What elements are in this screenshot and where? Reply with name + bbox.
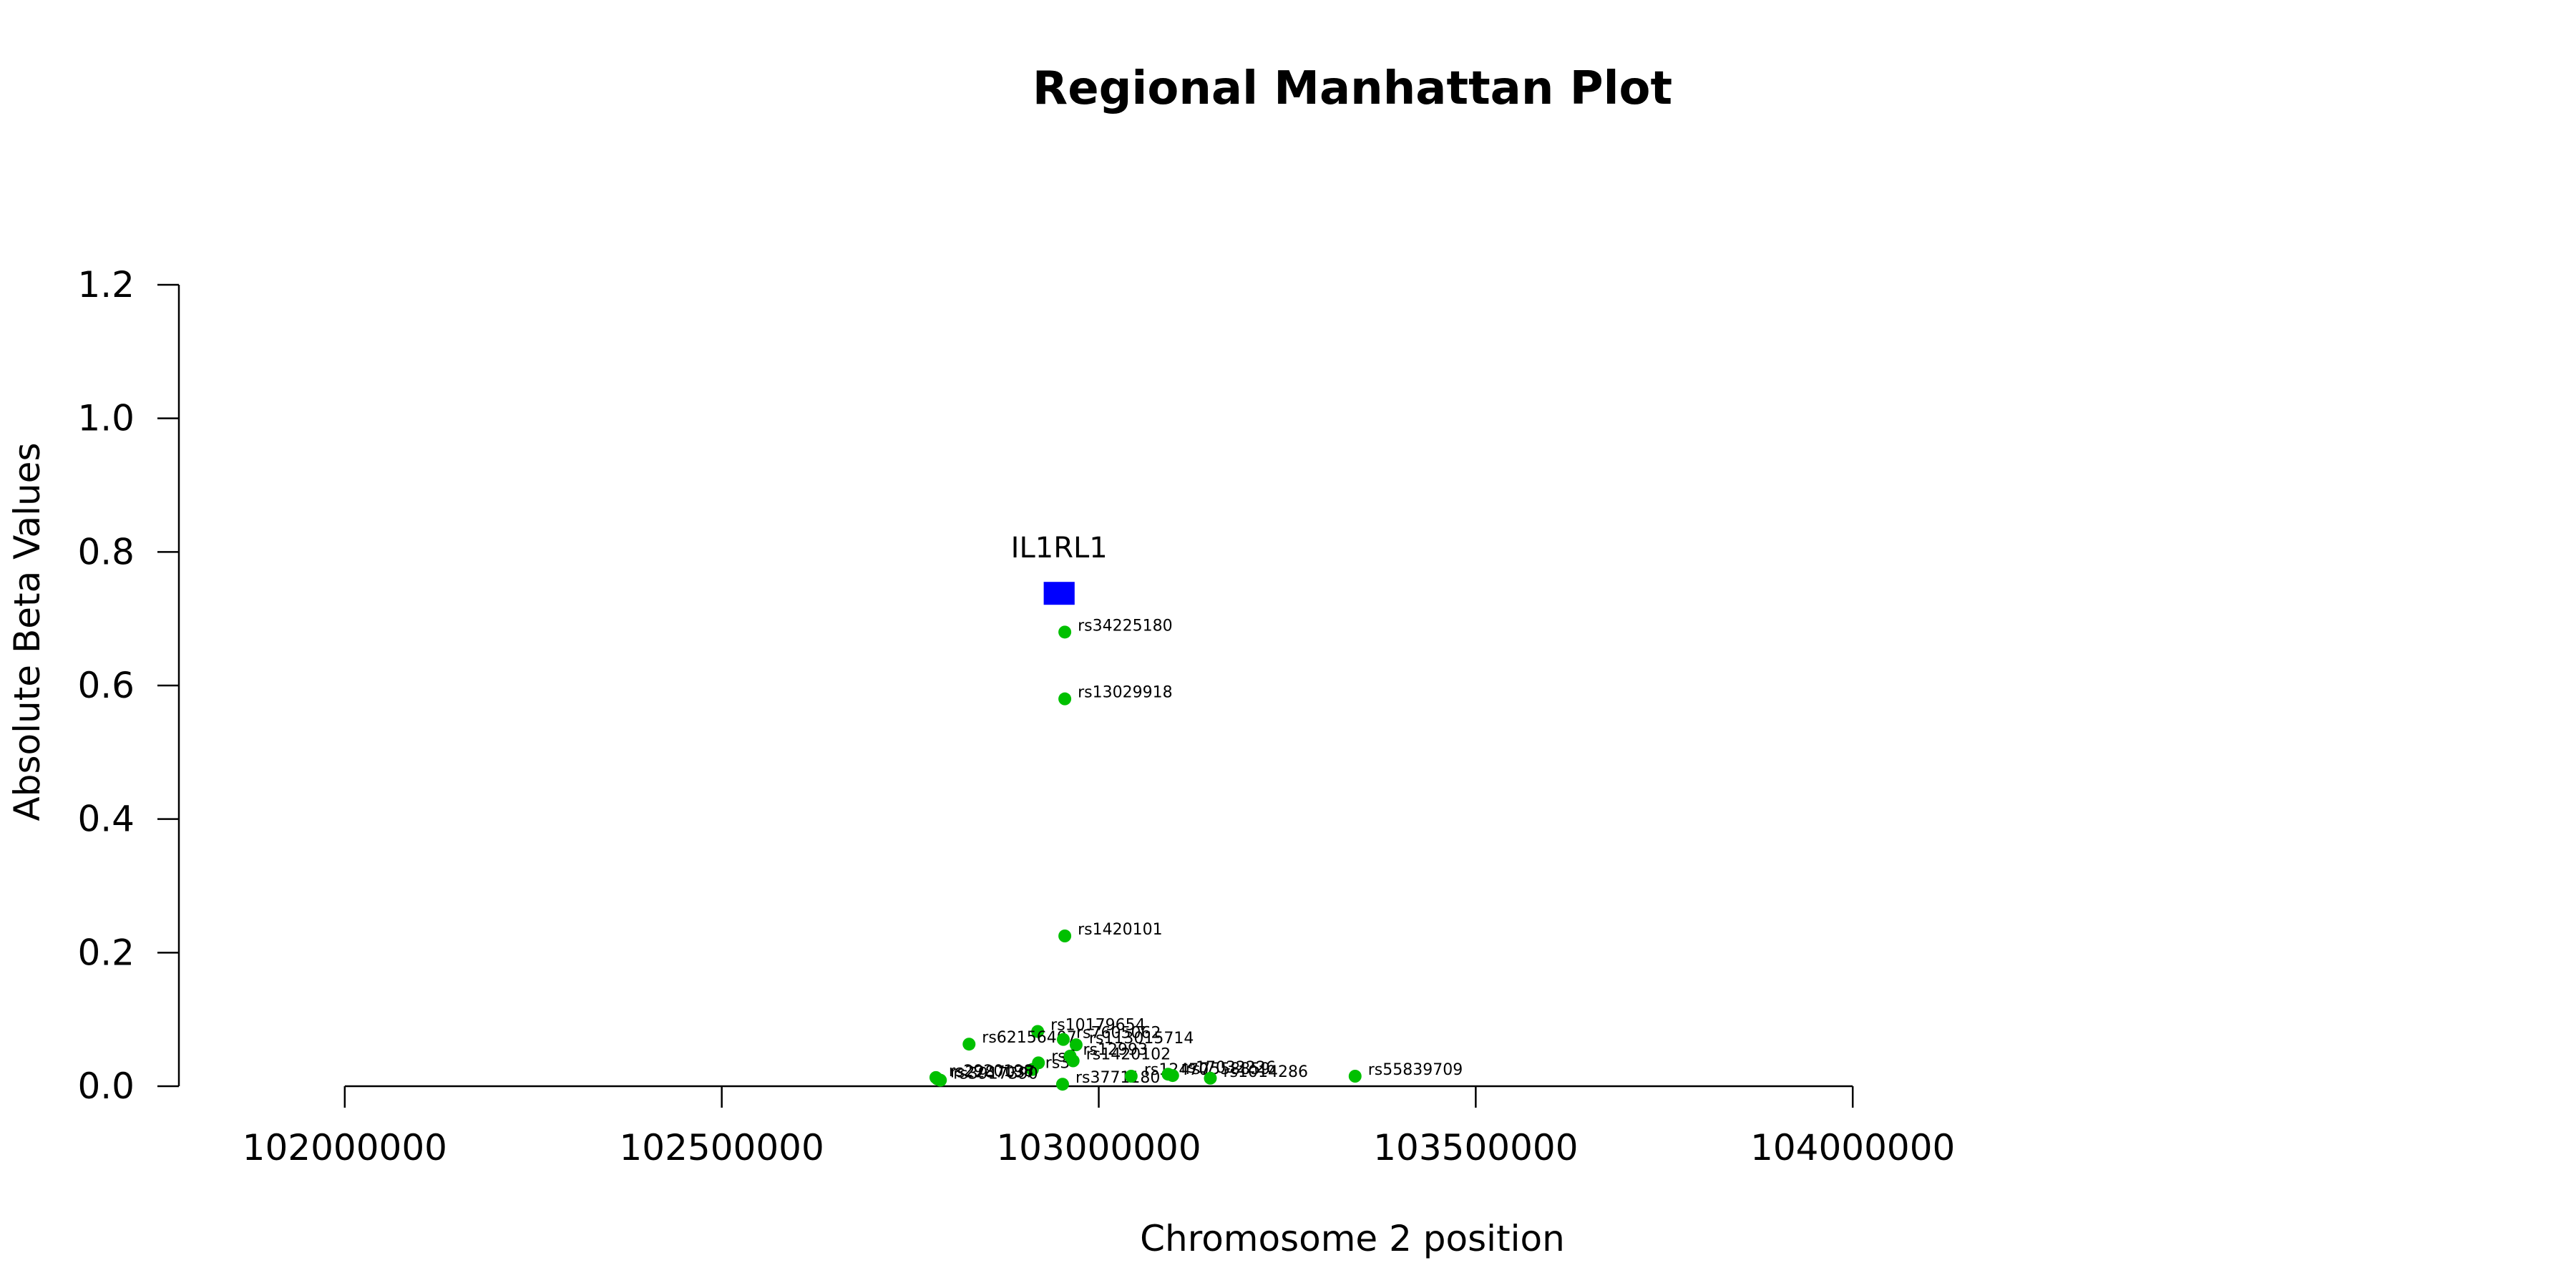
y-tick-label: 0.8 <box>77 531 135 572</box>
snp-label: rs7558859 <box>1186 1060 1271 1078</box>
chart-title: Regional Manhattan Plot <box>1033 62 1672 115</box>
x-tick-label: 102500000 <box>620 1127 824 1169</box>
snp-point <box>1124 1070 1138 1083</box>
gene-label: IL1RL1 <box>1011 532 1108 565</box>
snp-point <box>1204 1071 1217 1085</box>
y-tick-label: 0.4 <box>77 799 135 840</box>
x-tick-label: 104000000 <box>1750 1127 1955 1169</box>
snp-point <box>1058 625 1072 639</box>
y-tick-label: 1.2 <box>77 264 135 306</box>
y-tick-label: 0.6 <box>77 665 135 706</box>
y-axis: 0.0 0.2 0.4 0.6 0.8 1.0 1.2 <box>77 264 180 1107</box>
snp-label: rs13029918 <box>1078 684 1172 702</box>
snp-label: rs12993 <box>1083 1041 1148 1059</box>
snp-point <box>934 1073 947 1087</box>
y-tick-label: 0.2 <box>77 932 135 973</box>
snp-point <box>1069 1038 1083 1052</box>
gene-block <box>1043 582 1075 605</box>
snp-point <box>1348 1070 1362 1083</box>
snp-label: rs1420102 <box>1086 1046 1171 1064</box>
y-tick-label: 1.0 <box>77 398 135 439</box>
snp-point <box>1058 692 1072 706</box>
snp-label: rs2287037 <box>950 1064 1035 1082</box>
snp-label: rs10179654 <box>1050 1016 1145 1034</box>
snp-point <box>1025 1063 1039 1076</box>
gene-track: IL1RL1 <box>1011 532 1108 605</box>
y-axis-title: Absolute Beta Values <box>6 443 48 821</box>
snp-point <box>1166 1069 1179 1083</box>
x-axis-title: Chromosome 2 position <box>1140 1218 1565 1259</box>
snp-label: rs3771180 <box>1075 1069 1161 1087</box>
x-axis: 102000000 102500000 103000000 103500000 1040… <box>243 1085 1955 1169</box>
snp-point <box>1056 1033 1070 1046</box>
x-tick-label: 103500000 <box>1373 1127 1578 1169</box>
snp-label: rs7605062 <box>1076 1025 1161 1043</box>
x-tick-label: 103000000 <box>996 1127 1201 1169</box>
snp-point <box>1055 1078 1069 1091</box>
snp-label: rs1420101 <box>1078 921 1163 939</box>
snp-point <box>1058 930 1072 942</box>
snp-point <box>962 1038 976 1051</box>
snp-point <box>1066 1054 1080 1068</box>
x-tick-label: 102000000 <box>243 1127 447 1169</box>
snp-points: rs34225180rs13029918rs1420101rs10179654r… <box>929 617 1463 1091</box>
snp-label: rs34225180 <box>1078 617 1172 635</box>
snp-label: rs1014286 <box>1223 1063 1308 1081</box>
y-tick-label: 0.0 <box>77 1065 135 1107</box>
snp-label: rs113015714 <box>1089 1030 1194 1048</box>
snp-point <box>1031 1025 1045 1038</box>
snp-label: rs17032226 <box>1181 1059 1275 1077</box>
snp-label: rs3917390 <box>953 1065 1038 1083</box>
snp-label: rs2920198 <box>949 1063 1034 1080</box>
snp-label: rs55839709 <box>1368 1061 1463 1079</box>
